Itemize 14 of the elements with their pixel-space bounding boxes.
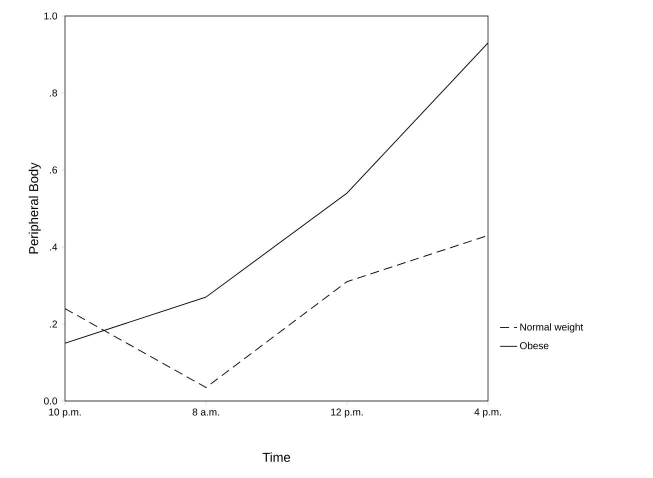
legend-label: Normal weight: [520, 323, 584, 333]
x-tick-label: 8 a.m.: [192, 408, 219, 416]
x-tick-label: 10 p.m.: [49, 408, 81, 418]
legend-label: Obese: [520, 342, 548, 350]
y-tick-label: .4: [50, 244, 58, 250]
y-tick-label: 1.0: [44, 12, 58, 20]
y-tick-label: .6: [50, 166, 58, 174]
y-tick-label: .2: [50, 320, 57, 328]
x-tick-label: 4 p.m.: [474, 408, 501, 418]
x-axis-title: Time: [262, 452, 290, 462]
x-tick-label: 12 p.m.: [331, 408, 363, 418]
y-tick-label: .8: [50, 89, 58, 97]
y-tick-label: 0.0: [44, 397, 58, 405]
y-axis-title: Peripheral Body: [28, 162, 41, 254]
